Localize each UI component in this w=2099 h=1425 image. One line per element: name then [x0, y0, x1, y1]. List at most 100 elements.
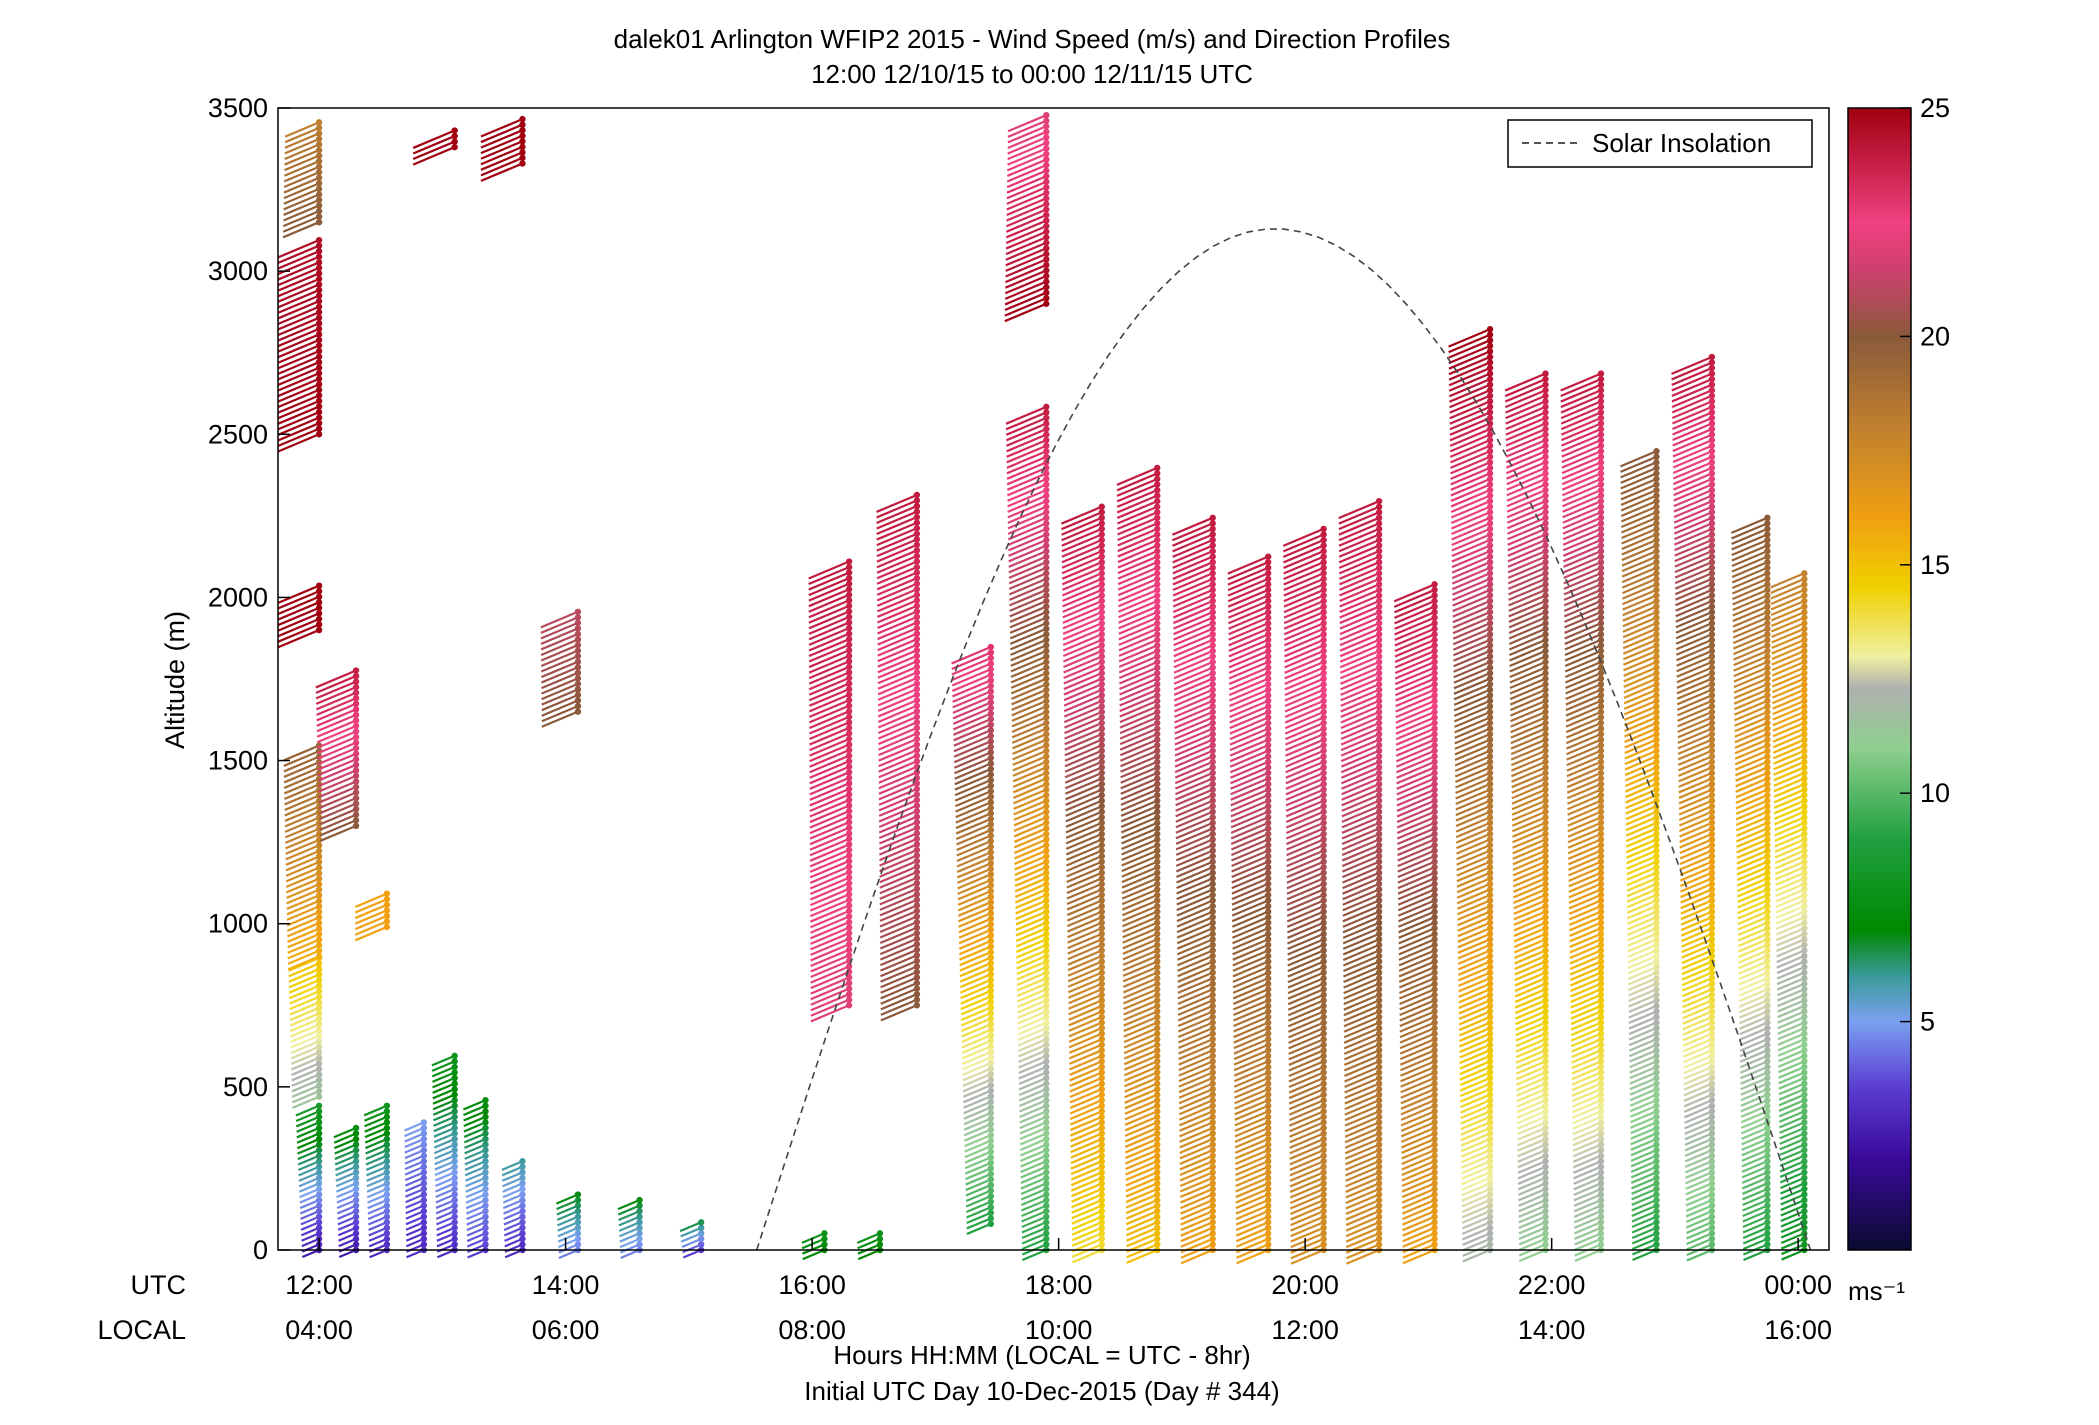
wind-barb: [880, 987, 918, 1005]
wind-barb: [1121, 877, 1158, 895]
wind-barb-dot: [1043, 145, 1050, 152]
wind-barb-dot: [1653, 697, 1660, 705]
wind-barb: [1573, 1160, 1602, 1174]
wind-barb: [1518, 1232, 1546, 1246]
wind-barb-dot: [845, 902, 853, 909]
wind-barb-dot: [913, 852, 921, 859]
wind-barb: [810, 937, 850, 956]
wind-barb: [1285, 733, 1325, 752]
wind-barb-dot: [519, 1213, 526, 1220]
wind-barb: [959, 967, 992, 983]
wind-barb-dot: [1043, 919, 1050, 926]
wind-barb-dot: [482, 1130, 489, 1137]
wind-barb-dot: [1653, 481, 1660, 488]
wind-barb: [809, 893, 850, 912]
wind-barb-dot: [1320, 830, 1327, 838]
wind-barb-dot: [845, 563, 853, 571]
wind-barb-dot: [1708, 1196, 1716, 1204]
wind-barb-dot: [1597, 647, 1605, 655]
wind-barb-dot: [1486, 875, 1494, 882]
wind-barb-dot: [1043, 803, 1050, 810]
wind-barb: [284, 788, 320, 806]
wind-barb: [1014, 882, 1047, 898]
wind-barb-dot: [1264, 1030, 1272, 1037]
wind-barb-dot: [1431, 919, 1438, 926]
wind-barb-dot: [913, 819, 921, 826]
wind-barb: [1063, 644, 1103, 663]
wind-barb: [1622, 616, 1657, 633]
wind-barb-dot: [574, 1191, 582, 1198]
wind-barb-dot: [1320, 1080, 1327, 1087]
wind-barb-dot: [1653, 963, 1660, 971]
wind-barb-dot: [1098, 1074, 1105, 1082]
wind-barb: [277, 350, 320, 370]
wind-barb-dot: [1486, 581, 1494, 588]
wind-barb-dot: [383, 1113, 391, 1121]
wind-barb-dot: [1375, 1124, 1383, 1132]
wind-barb-dot: [383, 1207, 391, 1215]
wind-barb: [368, 1226, 388, 1237]
wind-barb-dot: [1043, 936, 1050, 943]
wind-barb: [1684, 1121, 1713, 1135]
wind-barb: [879, 876, 918, 895]
wind-barb: [1342, 866, 1380, 884]
wind-barb: [1120, 805, 1158, 823]
wind-barb: [1512, 827, 1546, 844]
wind-barb-dot: [1154, 597, 1161, 605]
wind-barb: [877, 715, 918, 735]
wind-barb: [1574, 1237, 1602, 1251]
wind-barb-dot: [315, 925, 323, 932]
wind-barb-dot: [1154, 1213, 1161, 1220]
wind-barb-dot: [1653, 1207, 1660, 1215]
wind-barb: [1401, 1154, 1435, 1171]
wind-barb: [1284, 638, 1325, 658]
wind-barb: [433, 1143, 456, 1155]
wind-barb: [879, 904, 918, 922]
wind-barb-dot: [451, 1196, 458, 1204]
wind-barb: [1289, 1121, 1325, 1138]
wind-barb-dot: [352, 794, 360, 802]
wind-barb-dot: [1375, 1241, 1383, 1248]
wind-barb-dot: [987, 1032, 995, 1039]
wind-barb: [287, 955, 320, 971]
wind-barb: [1450, 466, 1491, 486]
wind-barb-dot: [1597, 719, 1605, 727]
wind-barb: [1178, 1032, 1214, 1050]
wind-barb: [1121, 882, 1158, 900]
wind-barb: [1118, 638, 1158, 657]
wind-barb-dot: [315, 1196, 323, 1204]
wind-barb-dot: [1098, 1097, 1105, 1104]
wind-barb: [1011, 727, 1047, 744]
wind-barb-dot: [1043, 1241, 1050, 1248]
wind-barb: [620, 1248, 640, 1259]
wind-barb: [1341, 810, 1380, 829]
wind-barb-dot: [1431, 908, 1438, 915]
wind-barb: [1013, 821, 1047, 838]
wind-barb: [809, 815, 850, 835]
wind-barb-dot: [1542, 631, 1549, 638]
wind-barb-dot: [1431, 1124, 1438, 1132]
wind-barb-dot: [1431, 1146, 1438, 1154]
wind-barb: [1459, 1082, 1491, 1098]
wind-barb-dot: [1486, 902, 1494, 910]
wind-barb: [1458, 977, 1491, 993]
wind-barb-dot: [913, 663, 921, 671]
wind-barb-dot: [1264, 847, 1272, 854]
wind-barb-dot: [1043, 969, 1050, 976]
wind-barb-dot: [1486, 514, 1494, 522]
wind-barb: [354, 892, 388, 908]
wind-barb-dot: [1264, 969, 1272, 976]
wind-barb: [1172, 555, 1214, 575]
wind-barb: [808, 699, 850, 718]
wind-barb: [1628, 1016, 1657, 1030]
wind-barb: [1622, 588, 1657, 606]
wind-barb-dot: [1486, 697, 1494, 705]
wind-barb-dot: [845, 907, 853, 915]
wind-barb-dot: [1486, 414, 1494, 422]
wind-barb: [1069, 1065, 1103, 1082]
wind-barb: [1016, 949, 1047, 964]
wind-barb-dot: [1375, 1180, 1383, 1187]
wind-barb-dot: [352, 778, 360, 785]
wind-barb: [317, 730, 357, 749]
wind-barb: [1289, 1160, 1325, 1177]
